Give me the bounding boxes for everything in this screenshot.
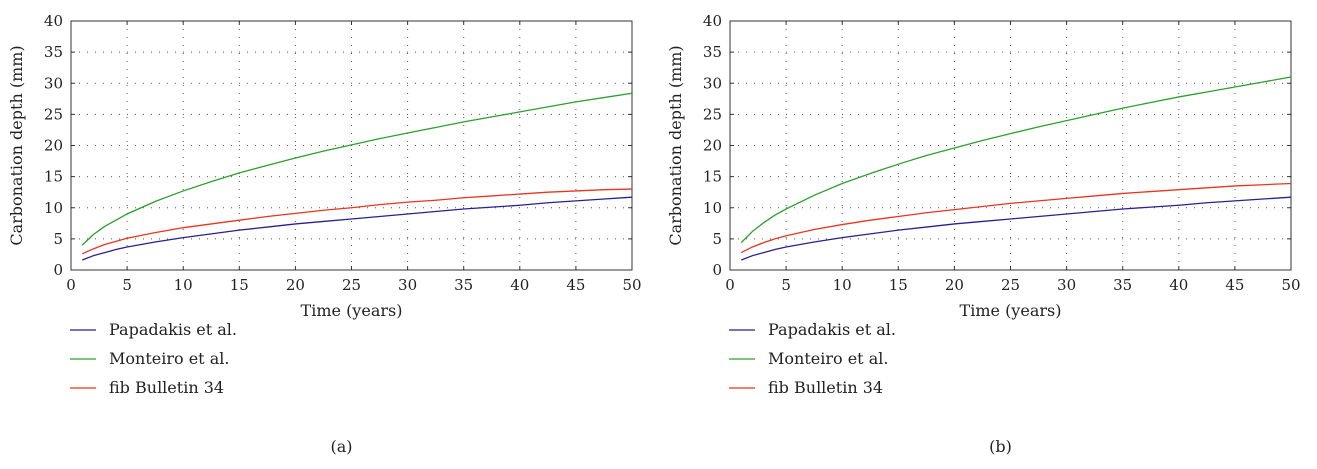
- x-tick-label: 40: [1169, 276, 1188, 294]
- x-tick-label: 10: [174, 276, 193, 294]
- y-tick-label: 30: [703, 74, 722, 92]
- y-tick-label: 5: [53, 230, 63, 248]
- x-tick-label: 45: [566, 276, 585, 294]
- x-tick-label: 5: [122, 276, 132, 294]
- y-axis-title: Carbonation depth (mm): [7, 45, 26, 245]
- x-tick-label: 25: [342, 276, 361, 294]
- y-tick-label: 35: [44, 43, 63, 61]
- y-tick-label: 25: [703, 105, 722, 123]
- y-tick-label: 10: [44, 199, 63, 217]
- legend-label: fib Bulletin 34: [109, 378, 224, 397]
- x-tick-label: 20: [286, 276, 305, 294]
- panel-caption: (a): [330, 437, 352, 456]
- x-tick-label: 35: [1113, 276, 1132, 294]
- x-tick-label: 35: [454, 276, 473, 294]
- y-tick-label: 5: [712, 230, 722, 248]
- series-line-fib-bulletin-34: [81, 188, 633, 255]
- x-tick-label: 10: [833, 276, 852, 294]
- y-tick-label: 15: [703, 168, 722, 186]
- legend-label: Monteiro et al.: [109, 349, 229, 368]
- y-tick-label: 0: [712, 261, 722, 279]
- x-tick-label: 5: [781, 276, 791, 294]
- x-tick-label: 20: [945, 276, 964, 294]
- x-tick-label: 50: [622, 276, 641, 294]
- x-tick-label: 15: [889, 276, 908, 294]
- x-tick-label: 0: [66, 276, 76, 294]
- y-tick-label: 0: [53, 261, 63, 279]
- chart-panel-a: 0 5 10 15 20 25 30 35 40 45 50 0 5 10 15 20 25 30 35 40 Time…: [0, 0, 658, 469]
- x-tick-label: 15: [230, 276, 249, 294]
- x-tick-label: 25: [1001, 276, 1020, 294]
- y-tick-label: 25: [44, 105, 63, 123]
- series-line-papadakis-et-al: [81, 196, 633, 261]
- y-tick-label: 10: [703, 199, 722, 217]
- y-tick-label: 30: [44, 74, 63, 92]
- legend-label: fib Bulletin 34: [768, 378, 883, 397]
- y-tick-label: 35: [703, 43, 722, 61]
- x-axis-title: Time (years): [301, 301, 403, 320]
- y-tick-label: 20: [44, 137, 63, 155]
- chart-a-svg: 0 5 10 15 20 25 30 35 40 45 50 0 5 10 15 20 25 30 35 40 Time…: [7, 12, 642, 456]
- y-tick-label: 15: [44, 168, 63, 186]
- panel-caption: (b): [989, 437, 1012, 456]
- x-tick-label: 30: [1057, 276, 1076, 294]
- legend-label: Papadakis et al.: [768, 320, 896, 339]
- legend-label: Monteiro et al.: [768, 349, 888, 368]
- x-axis-title: Time (years): [960, 301, 1062, 320]
- chart-panel-b: 0 5 10 15 20 25 30 35 40 45 50 0 5 10 15 20 25 30 35 40 Time…: [659, 0, 1317, 469]
- series-line-fib-bulletin-34: [740, 182, 1292, 254]
- legend-label: Papadakis et al.: [109, 320, 237, 339]
- x-tick-label: 0: [725, 276, 735, 294]
- series-line-monteiro-et-al: [740, 76, 1292, 244]
- y-axis-title: Carbonation depth (mm): [666, 45, 685, 245]
- series-line-monteiro-et-al: [81, 92, 633, 246]
- y-tick-label: 40: [703, 12, 722, 30]
- x-tick-label: 50: [1281, 276, 1300, 294]
- x-tick-label: 45: [1225, 276, 1244, 294]
- y-tick-label: 20: [703, 137, 722, 155]
- chart-b-svg: 0 5 10 15 20 25 30 35 40 45 50 0 5 10 15 20 25 30 35 40 Time…: [666, 12, 1301, 456]
- x-tick-label: 30: [398, 276, 417, 294]
- y-tick-label: 40: [44, 12, 63, 30]
- series-line-papadakis-et-al: [740, 196, 1292, 261]
- x-tick-label: 40: [510, 276, 529, 294]
